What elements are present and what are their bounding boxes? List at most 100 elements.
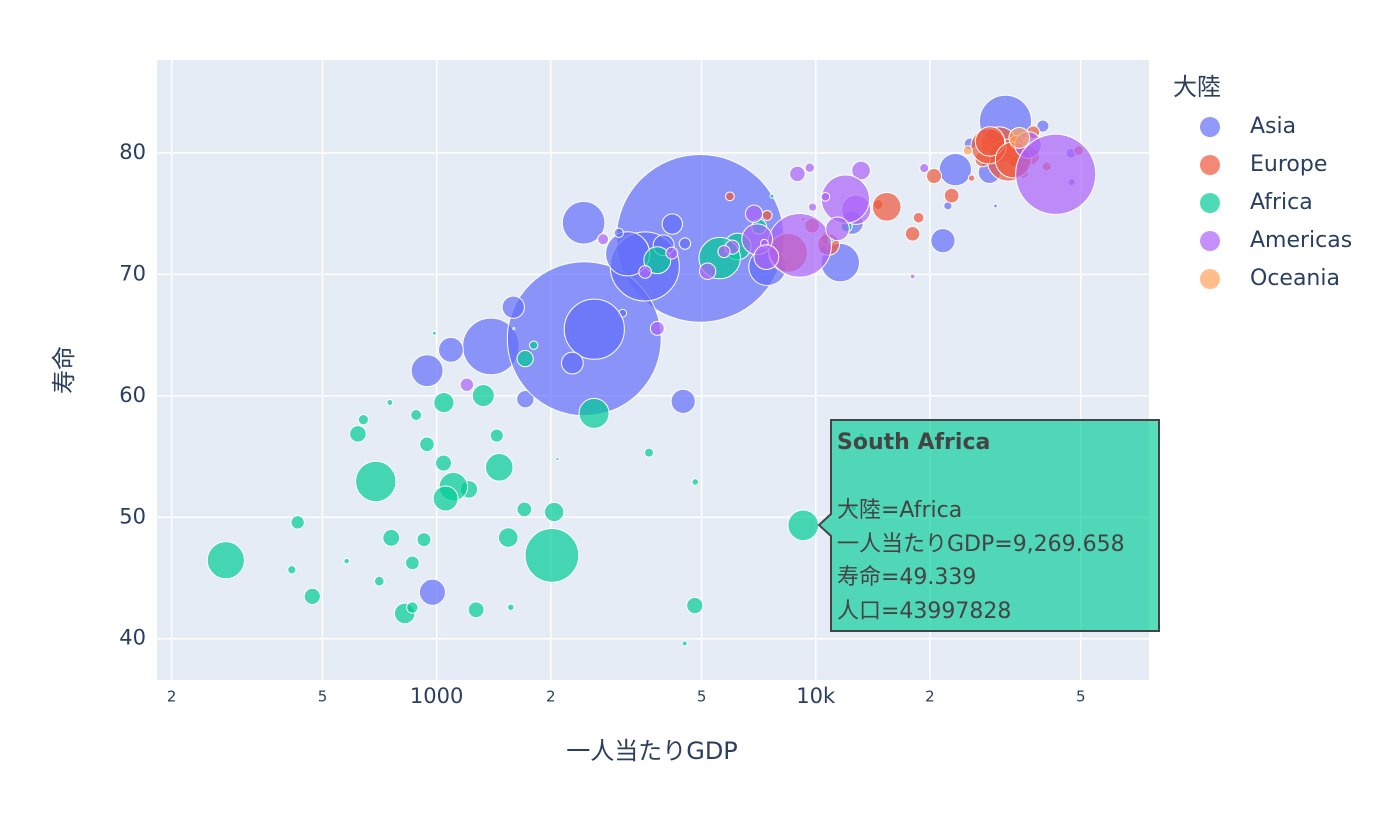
bubble (724, 191, 735, 202)
bubble (512, 327, 516, 331)
y-tick-label: 40 (119, 626, 146, 650)
bubble (789, 165, 806, 183)
legend-marker (1200, 155, 1220, 175)
bubble (419, 436, 435, 453)
bubble (1008, 126, 1031, 149)
bubble (967, 174, 976, 182)
bubble (524, 528, 580, 583)
legend-label: Asia (1250, 114, 1296, 139)
x-tick-label: 2 (925, 688, 935, 706)
bubble (386, 399, 394, 407)
legend-label: Americas (1250, 228, 1352, 253)
bubble (406, 601, 419, 614)
bubble (404, 555, 420, 571)
x-tick-label: 5 (697, 688, 707, 706)
bubble (698, 262, 717, 280)
bubble (962, 145, 973, 156)
bubble (431, 330, 437, 336)
x-axis-title: 一人当たりGDP (566, 737, 738, 765)
points (206, 94, 1097, 647)
bubble (561, 200, 606, 245)
bubble (681, 640, 688, 647)
bubble (435, 454, 453, 472)
tooltip-title: South Africa (837, 430, 990, 455)
bubble (938, 152, 973, 187)
bubble (506, 603, 515, 612)
bubble (974, 126, 1006, 157)
legend-marker (1200, 117, 1220, 137)
bubble (467, 601, 485, 619)
bubble (787, 509, 820, 542)
bubble (438, 336, 464, 363)
bubble (925, 167, 943, 185)
bubble (597, 233, 610, 246)
bubble (343, 557, 350, 565)
bubble (560, 351, 584, 375)
bubble (459, 377, 475, 392)
bubble (501, 295, 525, 319)
bubble (555, 456, 560, 462)
legend-marker (1200, 193, 1220, 213)
y-tick-label: 60 (119, 383, 146, 407)
legend-title: 大陸 (1173, 73, 1221, 101)
bubble (206, 541, 245, 580)
legend-label: Oceania (1250, 266, 1340, 291)
bubble (528, 340, 539, 350)
bubble (516, 389, 535, 409)
bubble (1015, 133, 1097, 215)
bubble (820, 192, 831, 202)
legend-label: Europe (1250, 152, 1327, 177)
bubble (484, 453, 514, 482)
bubble (912, 211, 925, 224)
bubble (303, 587, 321, 605)
bubble (432, 485, 459, 512)
legend-marker (1200, 269, 1220, 289)
x-tick-label: 2 (167, 688, 177, 706)
bubble (1036, 119, 1050, 133)
bubble (355, 460, 397, 503)
y-tick-label: 80 (119, 140, 146, 164)
ticks: 2 5 1000 2 5 10k 2 5 40 50 60 70 80 (119, 140, 1085, 708)
bubble (744, 204, 764, 223)
x-tick-label: 10k (796, 684, 836, 708)
bubble (930, 227, 956, 254)
bubble (686, 596, 704, 615)
y-tick-label: 50 (119, 504, 146, 528)
tooltip-line: 人口=43997828 (837, 599, 1011, 624)
bubble (670, 388, 696, 414)
bubble (543, 501, 565, 523)
bubble (287, 565, 297, 575)
y-tick-label: 70 (119, 261, 146, 285)
bubble (825, 216, 850, 242)
bubble (613, 227, 624, 238)
legend-marker (1200, 231, 1220, 251)
bubble (753, 244, 780, 270)
tooltip-line: 大陸=Africa (837, 498, 962, 523)
legend-label: Africa (1250, 190, 1313, 215)
legend: 大陸 Asia Europe Africa Americas Oceania (1173, 73, 1352, 291)
tooltip-box (817, 419, 1160, 632)
bubble (357, 413, 370, 426)
bubble (661, 213, 683, 235)
bubble (497, 527, 519, 548)
tooltip-line: 一人当たりGDP=9,269.658 (837, 532, 1125, 557)
tooltip-line: 寿命=49.339 (837, 565, 976, 590)
bubble (665, 246, 679, 260)
bubble (516, 350, 534, 368)
bubble (761, 210, 773, 221)
bubble (904, 226, 921, 242)
x-tick-label: 5 (1076, 688, 1086, 706)
bubble (909, 273, 916, 280)
bubble (471, 383, 495, 408)
bubble (410, 354, 444, 388)
bubble (678, 237, 692, 250)
bubble (418, 578, 446, 606)
bubble (943, 187, 960, 204)
bubble (643, 246, 672, 275)
bubble (769, 193, 775, 199)
bubble (691, 478, 700, 486)
bubble (382, 528, 401, 547)
bubble (516, 501, 533, 518)
bubble (717, 244, 731, 259)
